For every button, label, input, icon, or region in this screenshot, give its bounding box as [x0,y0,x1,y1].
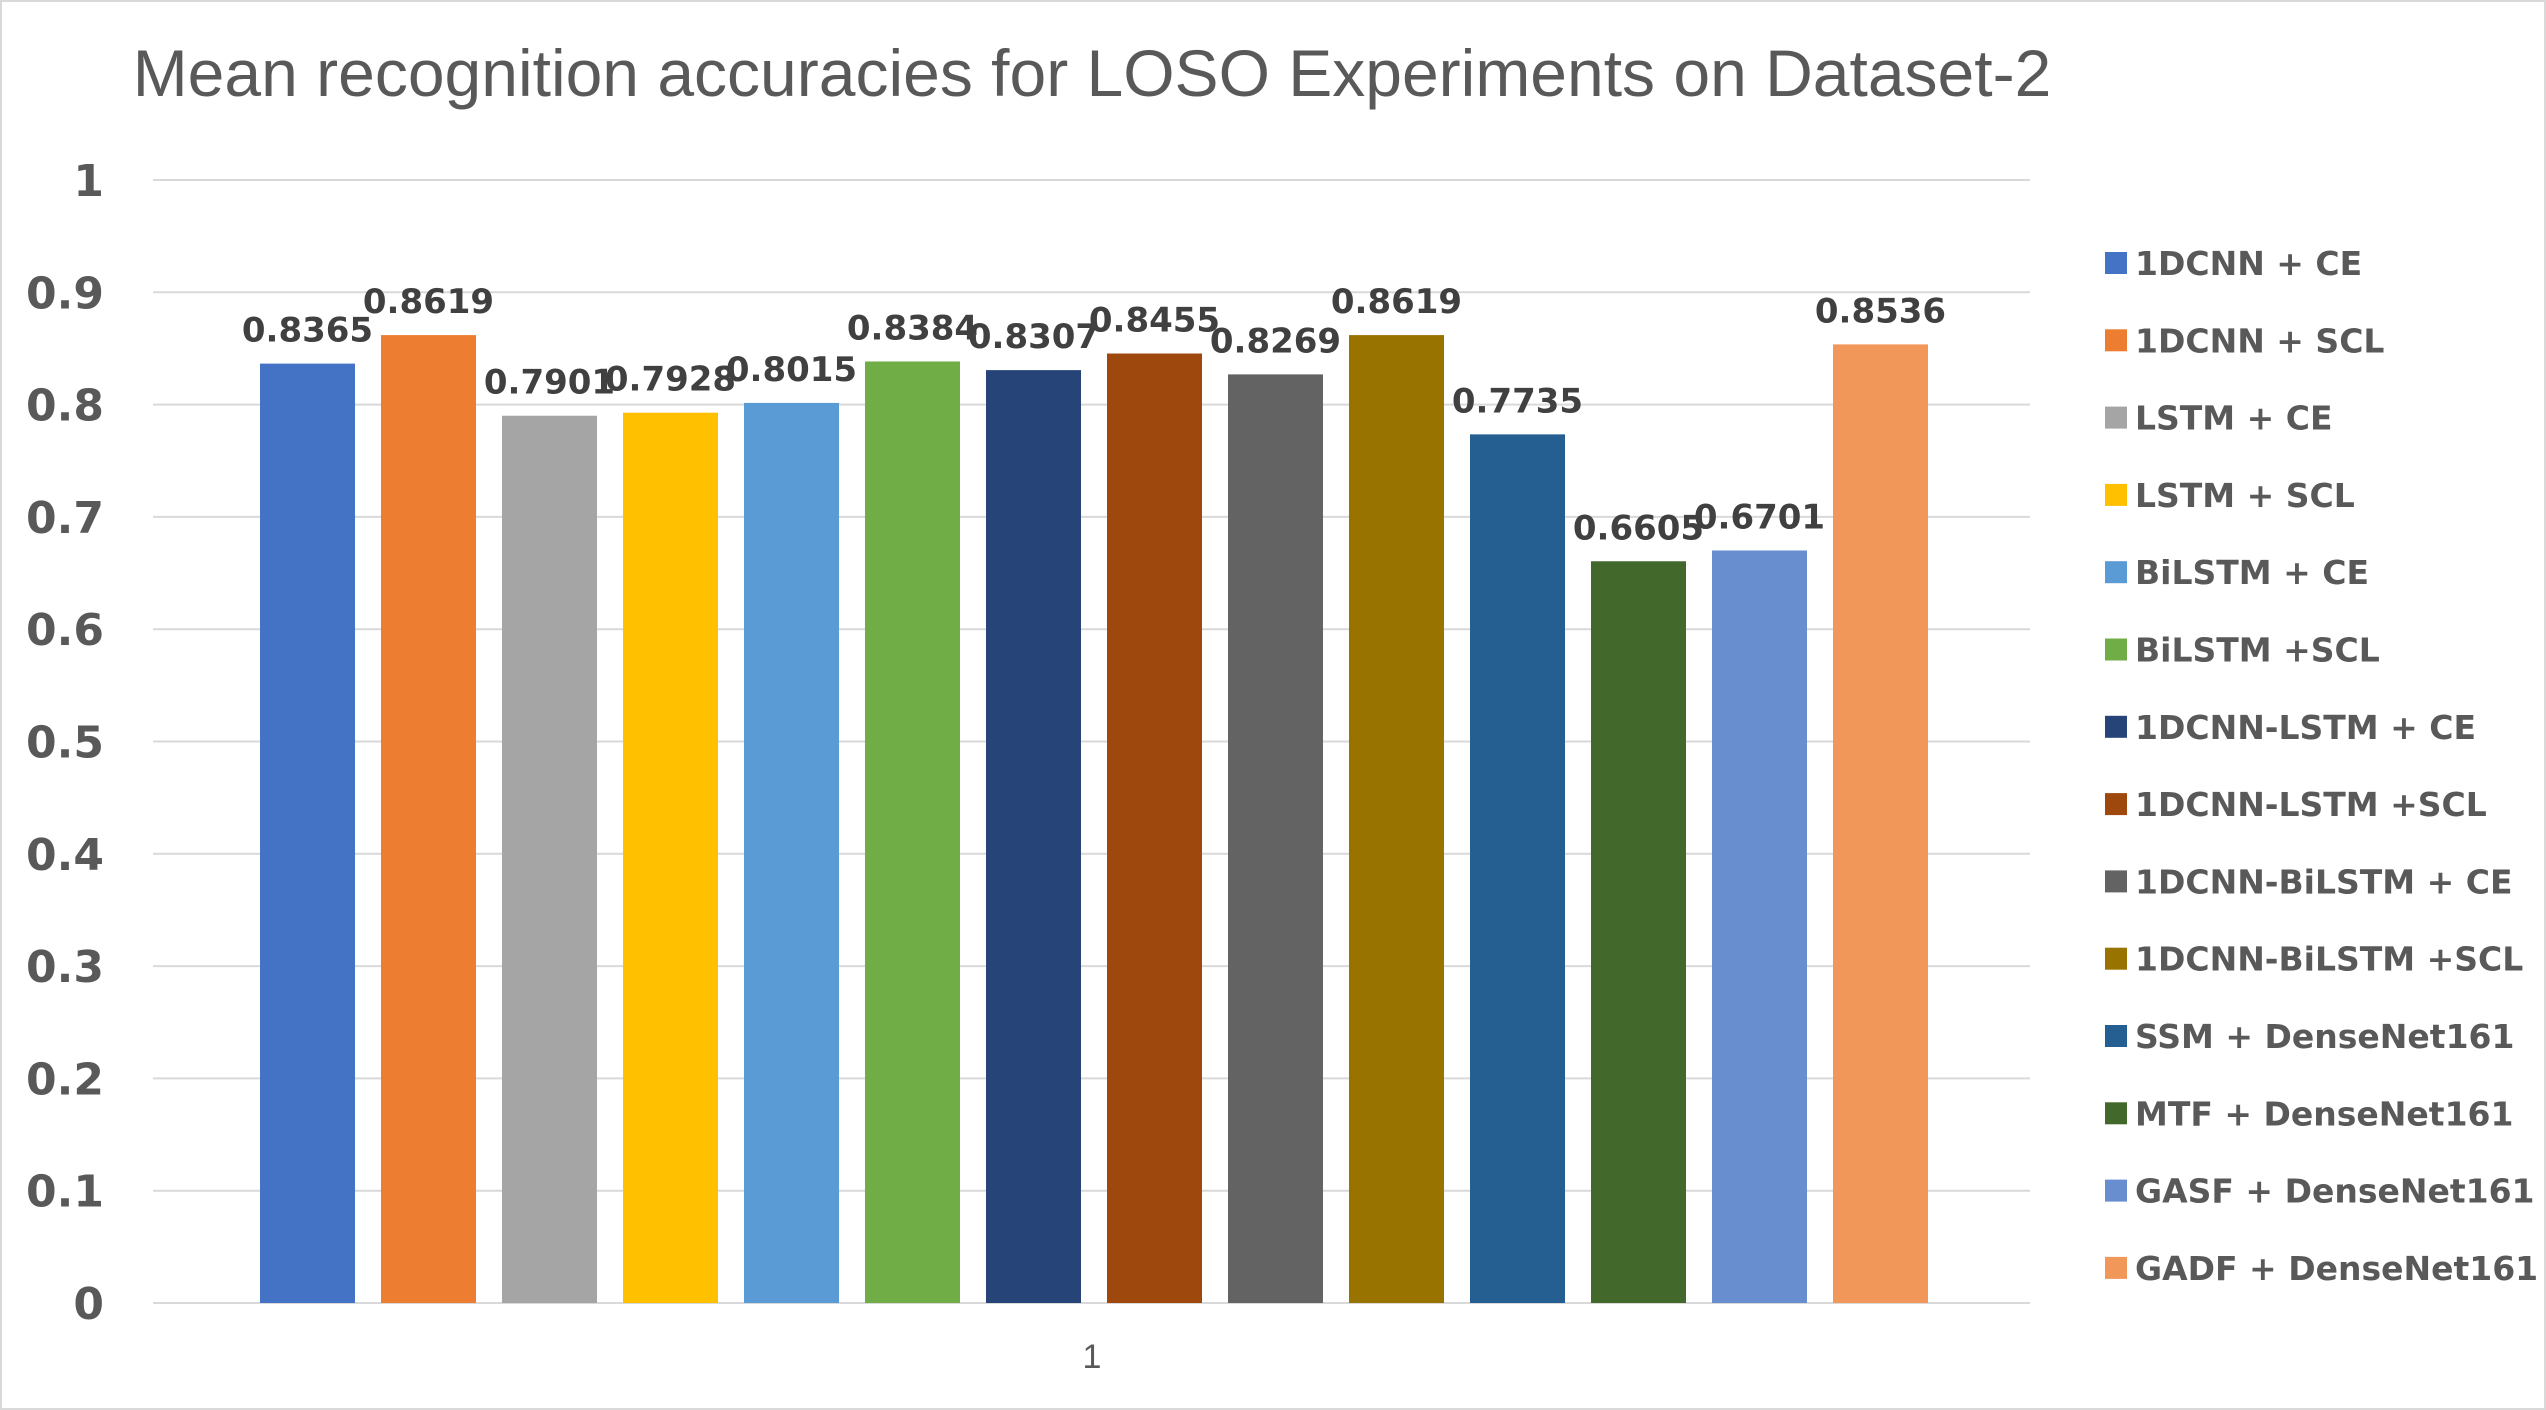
legend-item: 1DCNN-BiLSTM +SCL [2105,940,2523,979]
bar [1349,335,1444,1303]
y-tick-label: 0.7 [26,493,104,544]
bar [502,415,597,1303]
y-tick-label: 0.2 [26,1054,104,1105]
data-label: 0.8536 [1815,291,1946,331]
legend-label: 1DCNN-BiLSTM + CE [2135,862,2513,901]
y-tick-label: 0 [73,1279,104,1330]
legend-swatch [2105,483,2127,506]
legend-swatch [2105,1102,2127,1125]
legend-label: BiLSTM +SCL [2135,631,2380,670]
legend-label: 1DCNN-LSTM + CE [2135,708,2476,747]
legend-swatch [2105,870,2127,893]
legend-swatch [2105,793,2127,816]
data-label: 0.8619 [363,282,494,322]
y-tick-label: 0.6 [26,605,104,656]
bar [381,335,476,1303]
y-tick-label: 0.9 [26,268,104,319]
bar [1470,434,1565,1303]
data-label: 0.7735 [1452,381,1583,421]
legend-swatch [2105,1179,2127,1202]
legend-swatch [2105,252,2127,274]
legend-label: LSTM + CE [2135,399,2333,438]
bars [260,335,1928,1304]
legend-swatch [2105,715,2127,738]
legend-item: 1DCNN + SCL [2105,321,2384,360]
legend-label: GADF + DenseNet161 [2135,1249,2538,1288]
bar [1591,561,1686,1303]
y-axis: 0 0.1 0.2 0.3 0.4 0.5 0.6 0.7 0.8 0.9 1 [26,156,104,1330]
y-tick-label: 1 [73,156,104,207]
legend-item: LSTM + SCL [2105,476,2355,515]
bar [744,402,839,1303]
y-tick-label: 0.1 [26,1167,104,1218]
data-label: 0.8015 [726,350,857,390]
chart-title: Mean recognition accuracies for LOSO Exp… [133,36,2052,110]
data-label: 0.8269 [1210,321,1341,361]
legend-label: BiLSTM + CE [2135,553,2369,592]
legend-label: SSM + DenseNet161 [2135,1017,2514,1056]
data-label: 0.8365 [242,311,373,351]
bar [260,363,355,1304]
y-tick-label: 0.4 [26,830,104,881]
data-label: 0.8384 [847,308,978,348]
legend-swatch [2105,638,2127,661]
data-label: 0.8455 [1089,301,1220,341]
legend-item: 1DCNN-LSTM +SCL [2105,785,2487,824]
legend-swatch [2105,329,2127,352]
data-label: 0.6701 [1694,497,1825,537]
bar [865,361,960,1303]
y-tick-label: 0.5 [26,718,104,769]
legend-label: 1DCNN + CE [2135,244,2362,283]
legend-swatch [2105,1025,2127,1047]
bar [1228,374,1323,1303]
data-label: 0.7901 [484,363,615,403]
legend-item: 1DCNN + CE [2105,244,2362,283]
legend-label: GASF + DenseNet161 [2135,1172,2535,1211]
data-label: 0.7928 [605,360,736,400]
legend: 1DCNN + CE 1DCNN + SCL LSTM + CE LSTM + SCL… [2105,244,2538,1288]
legend-item: MTF + DenseNet161 [2105,1094,2513,1133]
data-label: 0.8619 [1331,282,1462,322]
data-label: 0.6605 [1573,508,1704,548]
legend-item: BiLSTM +SCL [2105,631,2380,670]
legend-label: MTF + DenseNet161 [2135,1094,2513,1133]
legend-swatch [2105,947,2127,970]
legend-item: 1DCNN-BiLSTM + CE [2105,862,2513,901]
bar [623,412,718,1303]
x-tick-label: 1 [1083,1338,1102,1376]
legend-swatch [2105,406,2127,429]
legend-label: LSTM + SCL [2135,476,2355,515]
bar [986,370,1081,1303]
data-label: 0.8307 [968,317,1099,357]
legend-item: 1DCNN-LSTM + CE [2105,708,2476,747]
bar [1833,344,1928,1303]
y-tick-label: 0.8 [26,381,104,432]
bar [1712,550,1807,1303]
legend-label: 1DCNN-LSTM +SCL [2135,785,2487,824]
legend-swatch [2105,1256,2127,1279]
x-axis: 1 [1083,1338,1102,1376]
data-labels: 0.83650.86190.79010.79280.80150.83840.83… [242,282,1946,548]
bar [1107,353,1202,1303]
legend-item: GADF + DenseNet161 [2105,1249,2538,1288]
legend-label: 1DCNN-BiLSTM +SCL [2135,940,2523,979]
legend-label: 1DCNN + SCL [2135,321,2384,360]
y-tick-label: 0.3 [26,942,104,993]
legend-item: BiLSTM + CE [2105,553,2369,592]
legend-item: GASF + DenseNet161 [2105,1172,2535,1211]
legend-item: SSM + DenseNet161 [2105,1017,2514,1056]
legend-swatch [2105,561,2127,584]
legend-item: LSTM + CE [2105,399,2333,438]
